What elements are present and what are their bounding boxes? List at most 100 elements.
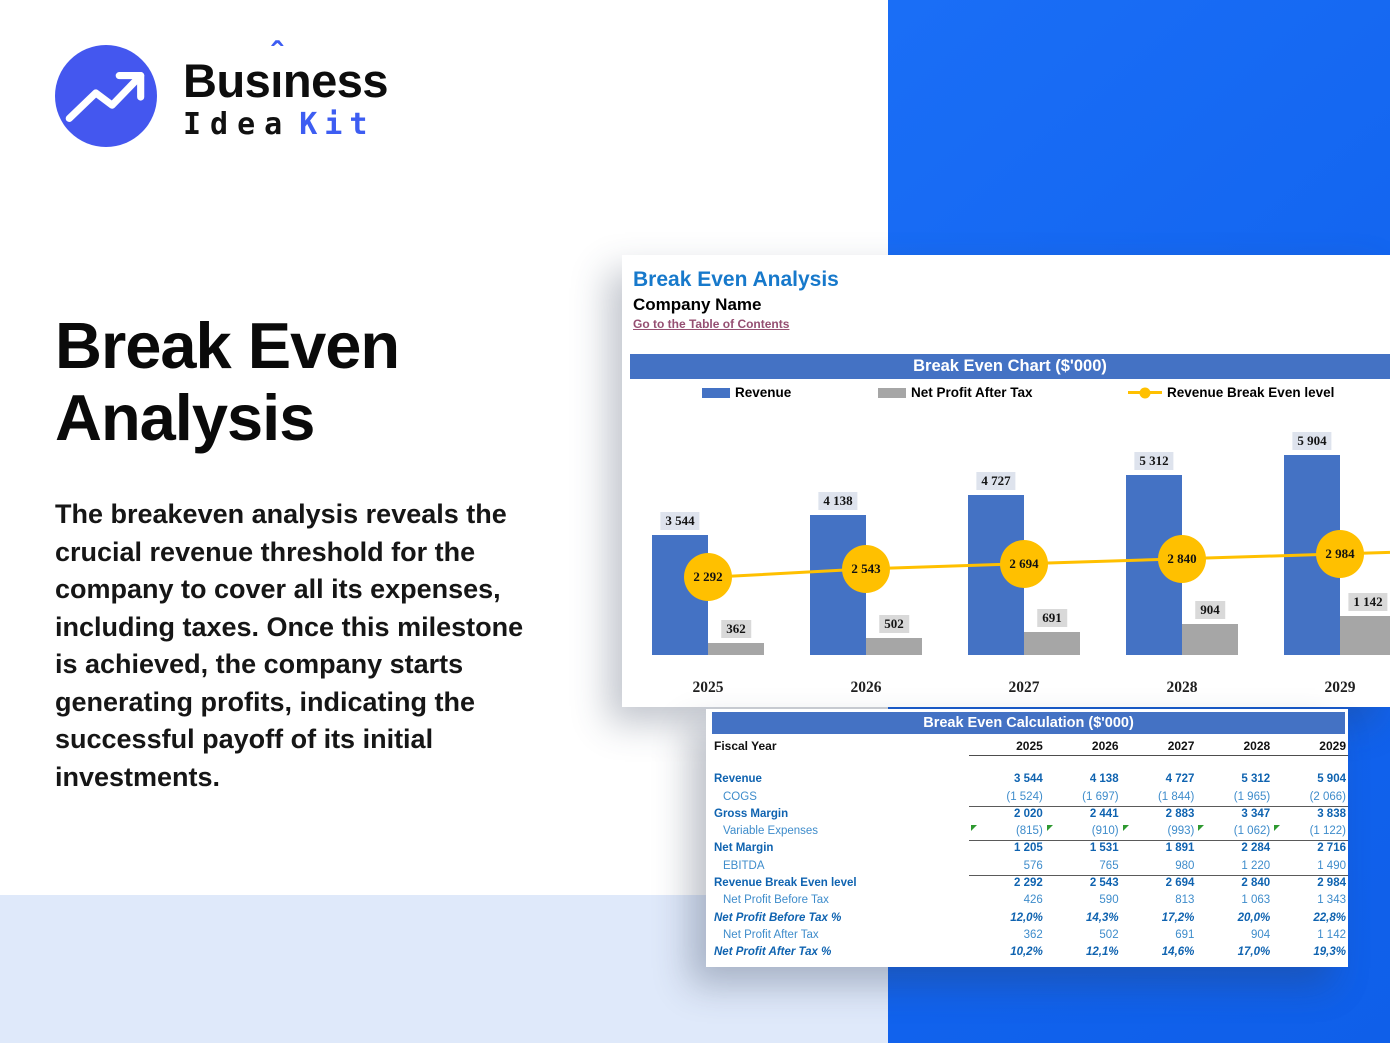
legend-line-marker-icon bbox=[1128, 387, 1162, 398]
table-cell: 813 bbox=[1175, 894, 1195, 907]
table-title-bar: Break Even Calculation ($'000) bbox=[712, 712, 1345, 734]
table-cell: 1 891 bbox=[1165, 842, 1195, 855]
table-row: Net Profit Before Tax % 12,0% 14,3% 17,2% 20… bbox=[714, 910, 1348, 927]
table-row: Revenue Break Even level 2 292 2 543 2 694 2… bbox=[714, 875, 1348, 892]
year-header: 2029 bbox=[1272, 738, 1348, 757]
row-label: Variable Expenses bbox=[723, 825, 819, 838]
table-cell: 2 716 bbox=[1317, 842, 1346, 855]
net-profit-value-label: 502 bbox=[879, 614, 909, 633]
table-cell: 980 bbox=[1120, 858, 1197, 877]
table-cell: (2 066) bbox=[1272, 789, 1348, 807]
table-cell: 426 bbox=[1023, 894, 1043, 907]
brand-word-part: ness bbox=[282, 53, 389, 107]
table-cell: (1 122) bbox=[1272, 823, 1348, 842]
breakeven-marker: 2 292 bbox=[684, 553, 732, 602]
breakeven-marker: 2 840 bbox=[1158, 534, 1206, 583]
legend-label: Net Profit After Tax bbox=[911, 385, 1033, 400]
row-label: EBITDA bbox=[723, 859, 765, 872]
table-cell: (1 844) bbox=[1120, 789, 1197, 807]
revenue-value-label: 4 138 bbox=[818, 491, 858, 510]
table-cell: 2 284 bbox=[1241, 842, 1271, 855]
table-cell: 590 bbox=[1099, 894, 1119, 907]
table-cell: 17,0% bbox=[1237, 946, 1271, 959]
row-label: COGS bbox=[723, 790, 757, 803]
table-cell: 17,2% bbox=[1161, 911, 1195, 924]
table-cell: 19,3% bbox=[1313, 946, 1346, 959]
breakeven-marker: 2 694 bbox=[1000, 539, 1048, 588]
row-label: Net Profit After Tax bbox=[723, 928, 819, 941]
page-description: The breakeven analysis reveals the cruci… bbox=[55, 499, 524, 792]
breakeven-marker: 2 984 bbox=[1316, 529, 1364, 578]
table-cell: 22,8% bbox=[1313, 911, 1346, 924]
revenue-value-label: 3 544 bbox=[660, 511, 700, 530]
sheet-company-name: Company Name bbox=[633, 295, 762, 314]
table-row: Variable Expenses (815) (910) (993) (1 062)(… bbox=[714, 823, 1348, 842]
net-profit-value-label: 1 142 bbox=[1348, 593, 1388, 612]
table-cell: 2 441 bbox=[1089, 807, 1119, 820]
table-cell: 691 bbox=[1175, 928, 1195, 941]
x-axis-label: 2029 bbox=[1324, 679, 1356, 696]
table-cell: (1 965) bbox=[1196, 789, 1273, 807]
net-profit-value-label: 362 bbox=[721, 619, 751, 638]
net-profit-bar bbox=[866, 637, 922, 655]
legend-label: Revenue bbox=[735, 385, 792, 400]
chart-title-bar: Break Even Chart ($'000) bbox=[630, 354, 1390, 379]
legend-swatch-blue bbox=[702, 387, 730, 398]
table-cell: 2 883 bbox=[1165, 807, 1195, 820]
chart-plot: 3 544 362 2 292 4 138 502 2 543 4 727 691 2 694 5… bbox=[622, 255, 1390, 707]
brand-word-ideakit: Idea Kit bbox=[183, 106, 388, 142]
row-label: Revenue Break Even level bbox=[714, 877, 857, 890]
row-label: Net Profit After Tax % bbox=[714, 946, 832, 959]
spreadsheet-chart-panel: Break Even Analysis Company Name Go to t… bbox=[622, 255, 1390, 707]
table-row: Net Profit After Tax 362 502 691 904 1 142 bbox=[714, 927, 1348, 944]
table-cell: 1 063 bbox=[1241, 894, 1271, 907]
chart-legend: Revenue Net Profit After Tax Revenue Bre… bbox=[630, 385, 1390, 403]
net-profit-bar bbox=[1340, 616, 1390, 655]
fiscal-year-label: Fiscal Year bbox=[714, 739, 777, 753]
table-cell: 5 904 bbox=[1317, 773, 1346, 786]
x-axis-label: 2026 bbox=[850, 679, 882, 696]
net-profit-bar bbox=[1182, 624, 1238, 655]
table-cell: 2 840 bbox=[1241, 877, 1271, 890]
table-cell: (1 524) bbox=[969, 789, 1045, 807]
row-label: Revenue bbox=[714, 773, 762, 786]
growth-arrow-icon bbox=[55, 45, 157, 147]
table-cell: 1 490 bbox=[1272, 858, 1348, 877]
table-cell: 3 347 bbox=[1241, 807, 1271, 820]
table-cell: 1 205 bbox=[1014, 842, 1043, 855]
table-cell: 2 543 bbox=[1089, 877, 1119, 890]
legend-label: Revenue Break Even level bbox=[1167, 385, 1335, 400]
legend-swatch-gray bbox=[878, 387, 906, 398]
legend-item-breakeven: Revenue Break Even level bbox=[1128, 385, 1334, 400]
table-cell: 5 312 bbox=[1241, 773, 1271, 786]
table-cell: 12,0% bbox=[1010, 911, 1043, 924]
x-axis-label: 2025 bbox=[692, 679, 724, 696]
table-row: COGS (1 524) (1 697) (1 844) (1 965) (2 066) bbox=[714, 789, 1348, 807]
table-of-contents-link[interactable]: Go to the Table of Contents bbox=[633, 317, 790, 331]
table-row: EBITDA 576 765 980 1 220 1 490 bbox=[714, 858, 1348, 877]
table-body: Fiscal Year 2025 2026 2027 2028 2029 Rev… bbox=[714, 738, 1348, 962]
table-cell: 4 727 bbox=[1165, 773, 1195, 786]
page-title: Break Even Analysis bbox=[55, 309, 400, 454]
row-label: Net Margin bbox=[714, 842, 774, 855]
table-cell: 362 bbox=[1023, 928, 1043, 941]
table-cell: (993) bbox=[1120, 823, 1197, 842]
table-cell: 2 020 bbox=[1014, 807, 1043, 820]
table-cell: 576 bbox=[969, 858, 1045, 877]
brand-letter-i-glyph: ı bbox=[270, 53, 283, 107]
spreadsheet-table-panel: Break Even Calculation ($'000) Fiscal Ye… bbox=[706, 709, 1348, 967]
revenue-value-label: 5 312 bbox=[1134, 452, 1174, 471]
table-cell: (815) bbox=[969, 823, 1045, 842]
row-label: Gross Margin bbox=[714, 807, 789, 820]
legend-item-net-profit: Net Profit After Tax bbox=[878, 385, 1033, 400]
year-header: 2027 bbox=[1120, 738, 1197, 757]
table-cell: 3 838 bbox=[1317, 807, 1346, 820]
brand-word-kit: Kit bbox=[299, 106, 375, 142]
year-header: 2025 bbox=[969, 738, 1045, 757]
table-row: Gross Margin 2 020 2 441 2 883 3 347 3 838 bbox=[714, 806, 1348, 823]
year-header: 2028 bbox=[1196, 738, 1273, 757]
table-cell: (1 062) bbox=[1196, 823, 1273, 842]
table-cell: 14,3% bbox=[1085, 911, 1119, 924]
table-rows: Revenue 3 544 4 138 4 727 5 312 5 904 COGS (1 5… bbox=[714, 771, 1348, 961]
